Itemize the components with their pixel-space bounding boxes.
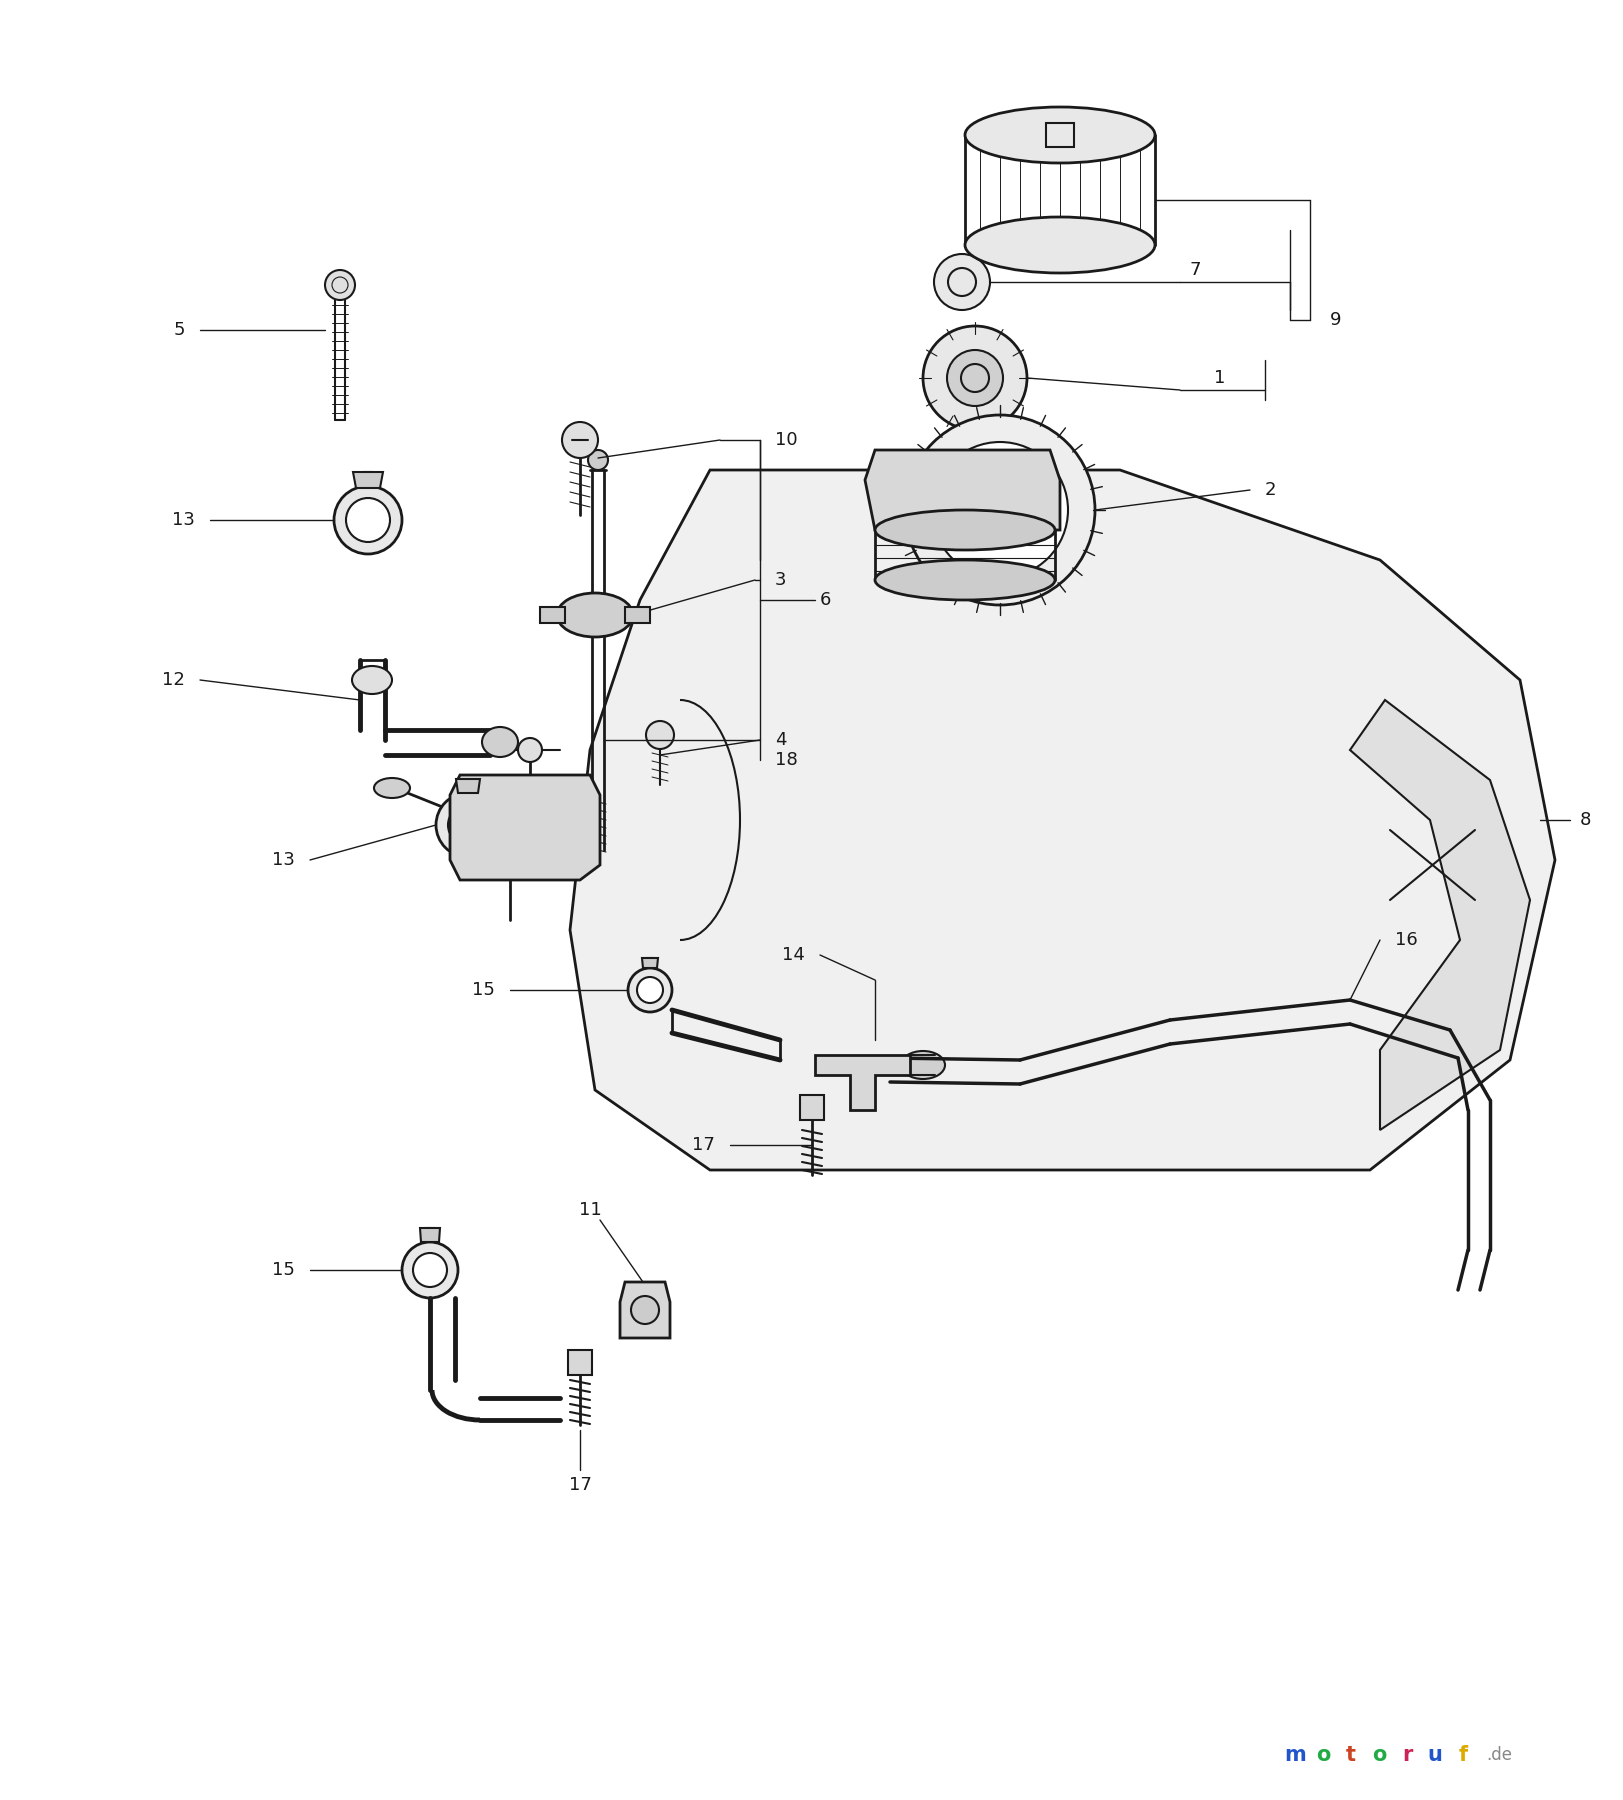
Polygon shape [1350,700,1530,1130]
Circle shape [906,416,1096,605]
Circle shape [946,349,1003,407]
Circle shape [628,968,672,1012]
Circle shape [588,450,609,470]
Circle shape [518,738,542,761]
Ellipse shape [966,106,1156,164]
Circle shape [346,499,390,542]
Text: t: t [1345,1744,1355,1766]
Text: r: r [1402,1744,1412,1766]
Ellipse shape [966,218,1156,274]
Circle shape [631,1296,659,1325]
Text: 2: 2 [1264,481,1277,499]
Text: 12: 12 [162,671,185,689]
Circle shape [334,486,403,554]
Polygon shape [450,776,601,880]
Polygon shape [865,450,1060,529]
Text: f: f [1459,1744,1467,1766]
Circle shape [325,270,355,301]
Circle shape [403,1242,458,1298]
Circle shape [448,805,489,844]
Text: 13: 13 [273,851,295,869]
Ellipse shape [901,1051,945,1078]
Ellipse shape [352,666,393,695]
Text: 15: 15 [472,981,495,999]
Polygon shape [620,1282,670,1337]
Circle shape [636,977,664,1003]
Polygon shape [570,470,1555,1170]
Text: 14: 14 [782,947,805,965]
Text: 4: 4 [776,731,787,749]
Text: 17: 17 [691,1136,716,1154]
Circle shape [923,326,1027,430]
Polygon shape [643,958,657,968]
Text: 1: 1 [1214,369,1225,387]
Text: 18: 18 [776,751,799,769]
Text: 16: 16 [1396,931,1419,949]
Text: .de: .de [1487,1746,1513,1764]
Text: m: m [1284,1744,1307,1766]
Polygon shape [815,1055,911,1111]
Circle shape [646,722,674,749]
Text: 6: 6 [820,590,831,608]
Ellipse shape [482,727,518,758]
Circle shape [562,421,597,457]
Text: 9: 9 [1329,311,1342,329]
Circle shape [932,443,1068,578]
Polygon shape [800,1094,824,1120]
Circle shape [933,254,990,310]
Circle shape [437,794,500,857]
Text: 3: 3 [776,571,787,589]
Polygon shape [456,779,480,794]
Text: 17: 17 [568,1476,591,1494]
Text: 10: 10 [776,430,797,448]
Text: o: o [1371,1744,1386,1766]
Polygon shape [625,607,649,623]
Text: u: u [1428,1744,1443,1766]
Text: o: o [1316,1744,1331,1766]
Ellipse shape [557,592,633,637]
Text: 15: 15 [273,1262,295,1280]
Polygon shape [352,472,383,488]
Text: 8: 8 [1581,812,1592,830]
Text: 11: 11 [579,1201,602,1219]
Text: 13: 13 [172,511,195,529]
Ellipse shape [875,509,1055,551]
Polygon shape [568,1350,592,1375]
Ellipse shape [373,778,411,797]
Polygon shape [540,607,565,623]
Text: 5: 5 [174,320,185,338]
Ellipse shape [875,560,1055,599]
Text: 7: 7 [1190,261,1201,279]
Polygon shape [420,1228,440,1242]
Circle shape [412,1253,446,1287]
